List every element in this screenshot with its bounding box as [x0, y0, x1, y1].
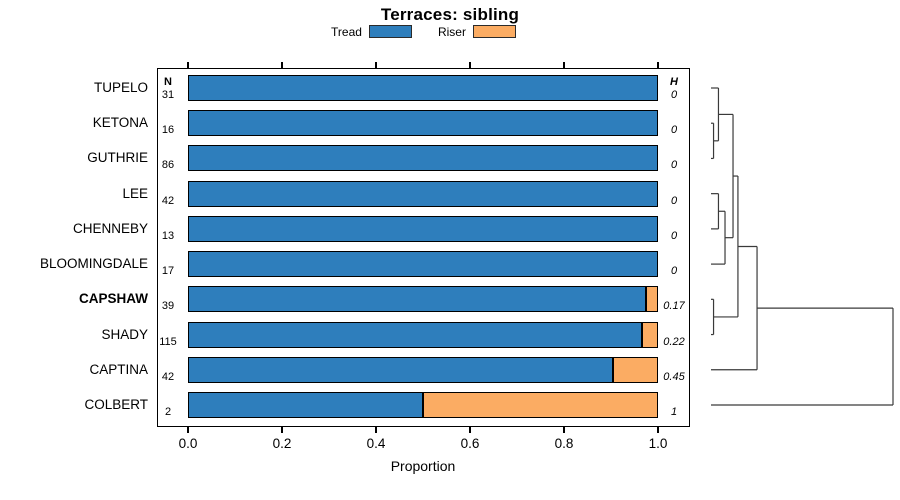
- bar-segment-tread: [188, 215, 658, 242]
- bar-segment-tread: [188, 321, 642, 348]
- h-value: 0: [670, 89, 678, 101]
- bar-segment-tread: [188, 75, 658, 101]
- row-label: CAPSHAW: [78, 291, 148, 307]
- h-value: 0: [670, 265, 678, 278]
- n-value: 31: [161, 89, 175, 101]
- bar-segment-riser: [645, 286, 658, 313]
- h-value: 0: [670, 229, 678, 242]
- n-value: 17: [161, 265, 175, 278]
- x-axis-tick-label: 0.8: [554, 436, 574, 451]
- x-axis-tick: [281, 427, 283, 433]
- h-value: 0.17: [663, 300, 685, 313]
- row-label: CHENNEBY: [72, 220, 148, 236]
- h-value: 0.22: [663, 335, 685, 348]
- n-value: 42: [161, 194, 175, 207]
- x-axis-top-tick: [375, 62, 377, 68]
- row-label: TUPELO: [93, 80, 148, 95]
- n-value: 2: [164, 405, 172, 418]
- x-axis-tick-label: 1.0: [648, 436, 668, 451]
- x-axis-tick: [375, 427, 377, 433]
- legend-swatch-riser-icon: [472, 25, 516, 38]
- row-label: KETONA: [92, 115, 148, 131]
- x-axis-title: Proportion: [390, 458, 456, 474]
- bar-segment-riser: [641, 321, 658, 348]
- h-value: 0: [670, 159, 678, 172]
- x-axis-tick: [187, 427, 189, 433]
- n-value: 115: [159, 335, 177, 348]
- legend-entry-tread: Tread: [331, 25, 412, 39]
- h-column-header: H: [670, 76, 678, 88]
- row-label: LEE: [122, 185, 148, 201]
- row-label: COLBERT: [84, 396, 148, 412]
- n-value: 13: [161, 229, 175, 242]
- n-value: 39: [161, 300, 175, 313]
- x-axis-tick: [657, 427, 659, 433]
- bar-segment-riser: [423, 391, 658, 418]
- legend-swatch-tread-icon: [368, 25, 412, 38]
- x-axis-tick-label: 0.6: [460, 436, 480, 451]
- bar-segment-tread: [188, 391, 423, 418]
- bar-segment-tread: [188, 110, 658, 137]
- row-label: BLOOMINGDALE: [39, 256, 148, 272]
- legend-label-tread: Tread: [331, 24, 362, 39]
- bar-segment-tread: [188, 251, 658, 278]
- n-column-header: N: [164, 76, 172, 88]
- x-axis-tick-label: 0.0: [178, 436, 198, 451]
- bar-segment-tread: [188, 356, 614, 383]
- x-axis-tick: [469, 427, 471, 433]
- bar-segment-riser: [613, 356, 658, 383]
- chart-title: Terraces: sibling: [380, 5, 520, 24]
- x-axis-top-tick: [469, 62, 471, 68]
- h-value: 1: [670, 405, 678, 418]
- x-axis-tick: [563, 427, 565, 433]
- x-axis-tick-label: 0.4: [366, 436, 386, 451]
- legend: Tread Riser: [157, 23, 690, 40]
- n-value: 86: [161, 159, 175, 172]
- x-axis-top-tick: [657, 62, 659, 68]
- bar-segment-tread: [188, 180, 658, 207]
- bar-segment-tread: [188, 286, 646, 313]
- x-axis-top-tick: [187, 62, 189, 68]
- x-axis-top-tick: [563, 62, 565, 68]
- row-label: GUTHRIE: [87, 150, 148, 166]
- n-value: 42: [161, 370, 175, 383]
- h-value: 0.45: [663, 370, 685, 383]
- h-value: 0: [670, 124, 678, 137]
- legend-entry-riser: Riser: [438, 25, 516, 39]
- n-value: 16: [161, 124, 175, 137]
- x-axis-top-tick: [281, 62, 283, 68]
- row-label: CAPTINA: [89, 361, 148, 377]
- legend-label-riser: Riser: [437, 24, 466, 39]
- row-label: SHADY: [101, 326, 148, 342]
- x-axis-tick-label: 0.2: [272, 436, 292, 451]
- bar-segment-tread: [188, 145, 658, 172]
- h-value: 0: [670, 194, 678, 207]
